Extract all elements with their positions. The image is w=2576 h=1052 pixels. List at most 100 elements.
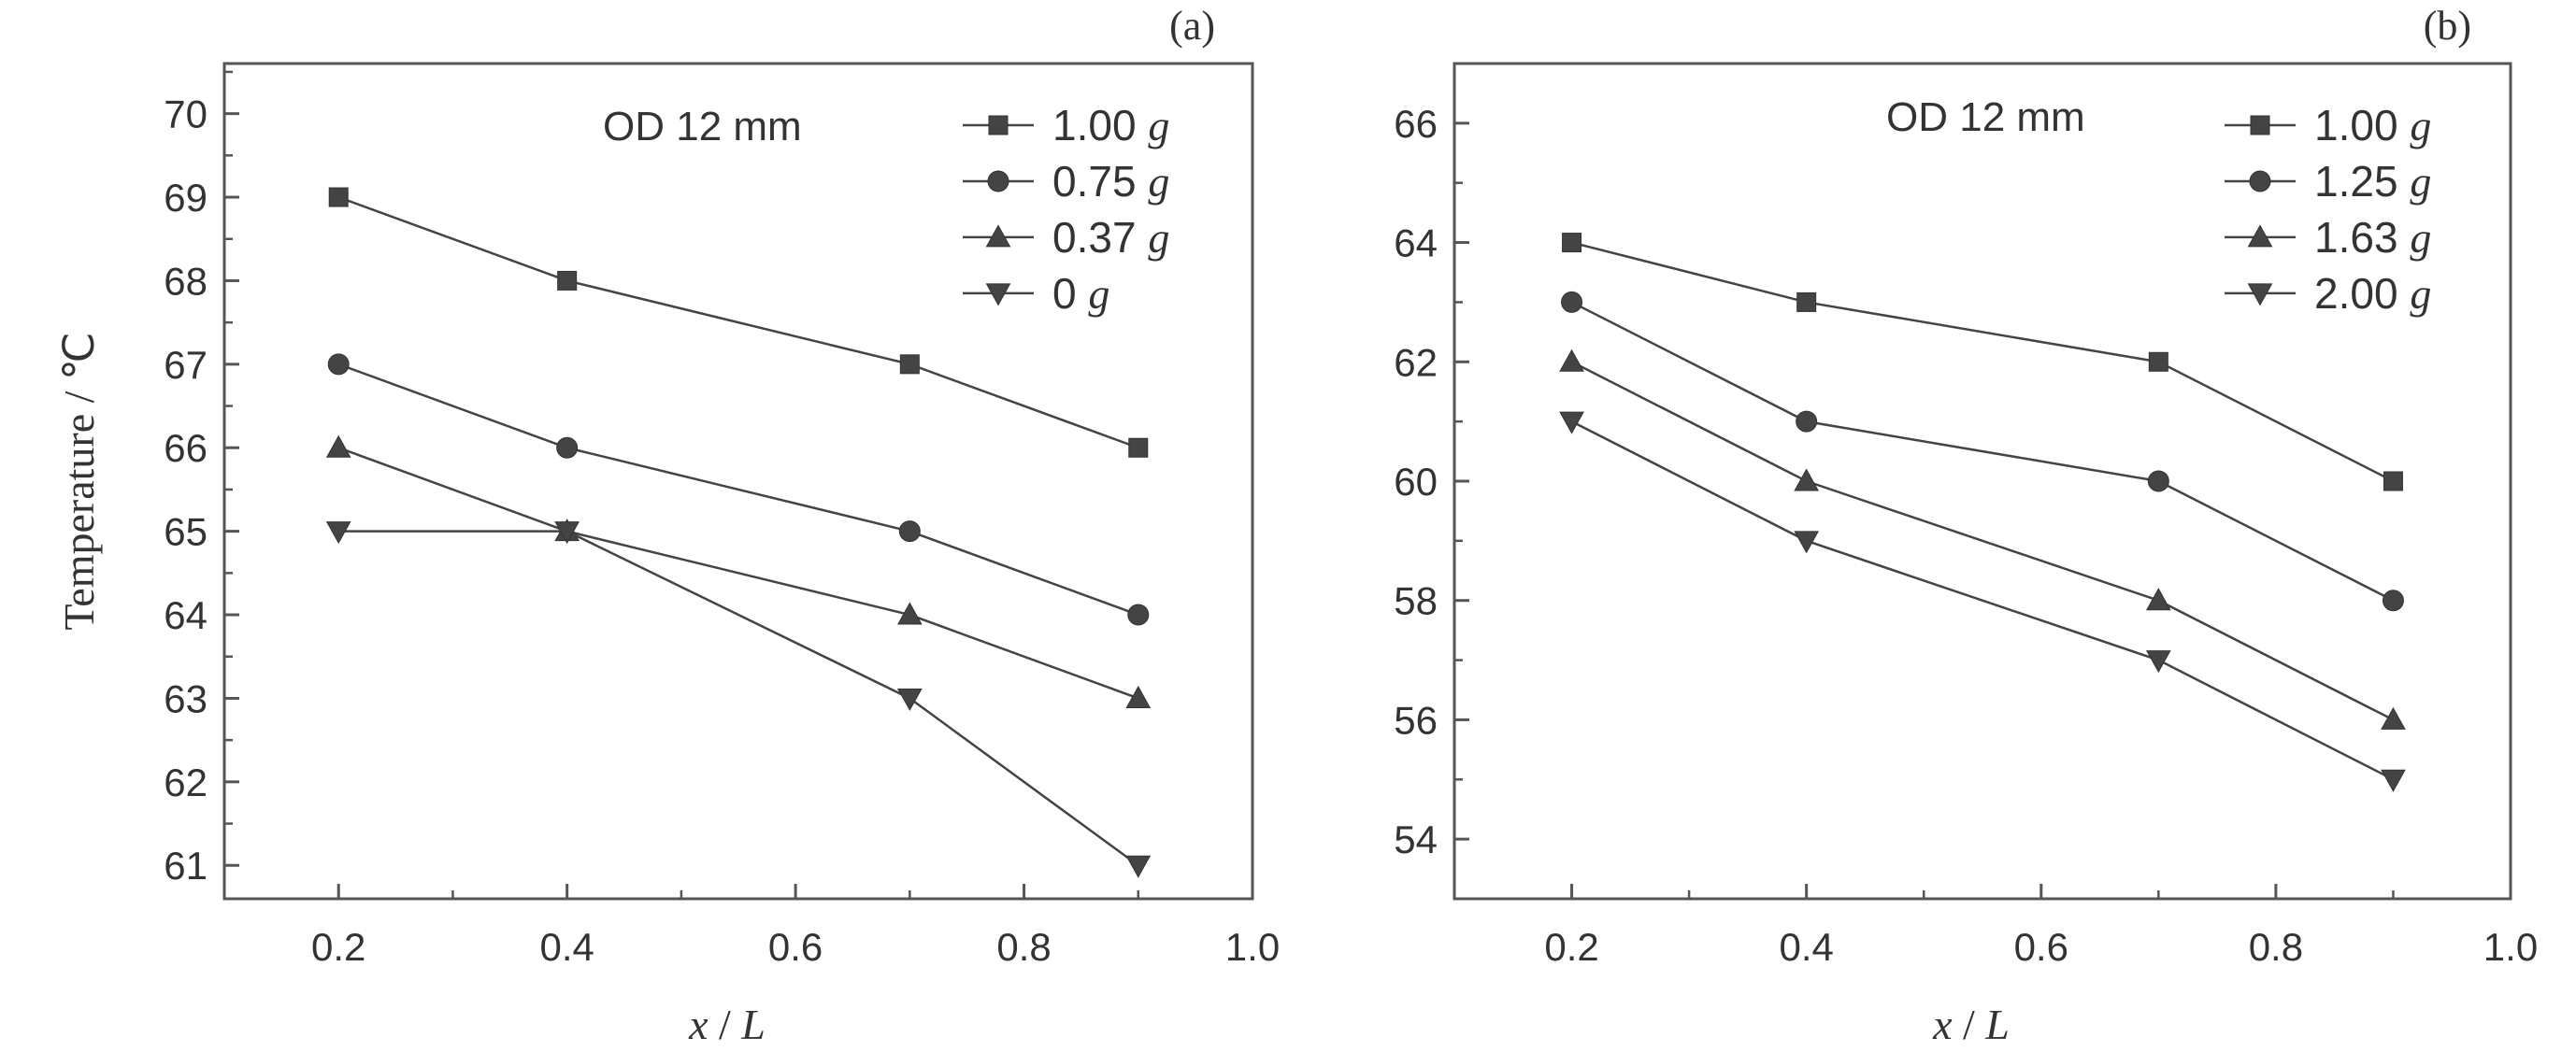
data-point [896,602,923,625]
data-point [898,520,921,543]
chart-panel-a: 0.2 0.4 0.6 0.8 1.0 61 62 63 64 65 66 67 68 69 70 x / L… [55,3,1280,1048]
data-point [896,688,923,711]
legend-marker [987,170,1009,192]
data-point [1128,437,1149,458]
legend-entry: 1.00 g [2314,101,2431,149]
y-tick-label: 69 [164,176,208,220]
annotation-od: OD 12 mm [1886,94,2085,140]
legend-marker [2250,115,2270,135]
series-line [337,363,1139,617]
data-point [1559,348,1584,372]
data-point [1794,531,1820,554]
x-tick-label: 0.8 [996,925,1051,969]
y-tick-label: 67 [164,343,208,387]
panel-label: (a) [1169,3,1215,49]
data-point [1125,685,1152,708]
data-point [2382,590,2404,612]
data-point [1559,411,1584,434]
series-2 [1559,348,2406,730]
y-tick-label: 63 [164,676,208,720]
y-tick-label: 56 [1394,698,1438,742]
series-0 [328,187,1149,458]
series-0 [1562,233,2403,491]
series-line [1571,241,2395,483]
series-line [1570,301,2395,602]
data-point [2145,650,2171,674]
data-point [554,521,580,545]
legend-entry: 0.75 g [1052,157,1169,206]
annotation-od: OD 12 mm [603,104,802,149]
data-point [557,270,578,291]
legend-entry: 1.25 g [2314,157,2431,206]
y-tick-label: 64 [164,593,208,637]
data-point [328,187,349,207]
legend-entry: 0 g [1052,269,1109,318]
legend: 1.00 g 1.25 g 1.63 g 2.00 g [2225,101,2431,318]
legend-entry: 1.63 g [2314,213,2431,262]
data-point [1127,604,1150,626]
y-tick-label: 61 [164,844,208,888]
series-line [337,195,1139,449]
legend-marker [2247,283,2273,306]
legend: 1.00 g 0.75 g 0.37 g 0 g [963,101,1169,318]
data-point [325,434,351,458]
y-tick-label: 54 [1394,817,1438,861]
series-3 [325,521,1152,878]
legend-marker [2247,224,2273,248]
panel-label: (b) [2424,3,2471,49]
legend-marker [985,224,1011,248]
y-tick-label: 58 [1394,579,1438,623]
x-axis-label: x / L [688,1001,766,1048]
data-point [899,354,920,375]
x-tick-label: 0.2 [311,925,365,969]
y-tick-label: 64 [1394,221,1438,265]
y-axis-label: Temperature / ℃ [55,332,103,630]
legend-marker [985,283,1011,306]
data-point [1562,233,1582,253]
data-point [2381,706,2406,730]
series-1 [327,353,1150,626]
series-line [1570,361,2395,721]
data-point [2147,470,2169,492]
legend-entry: 2.00 g [2314,269,2431,318]
data-point [1796,410,1818,433]
data-point [2148,351,2168,372]
y-tick-label: 70 [164,92,208,136]
data-point [327,353,350,376]
x-tick-label: 0.2 [1544,925,1598,969]
series-3 [1559,411,2406,792]
x-tick-label: 0.8 [2249,925,2303,969]
series-2 [325,434,1152,708]
legend-marker [2249,170,2271,192]
x-tick-label: 0.6 [768,925,823,969]
data-point [1125,855,1152,878]
series-1 [1561,291,2404,612]
x-tick-label: 1.0 [2483,925,2538,969]
x-tick-label: 0.4 [539,925,594,969]
plot-frame [222,62,1254,901]
data-point [1796,291,1817,312]
series-line [337,447,1139,700]
data-point [1794,468,1820,491]
y-tick-label: 66 [164,426,208,470]
data-point [2145,588,2171,611]
legend-marker [988,115,1009,135]
y-tick-label: 62 [164,761,208,804]
data-point [2381,769,2406,792]
chart-panel-b: 0.2 0.4 0.6 0.8 1.0 54 56 58 60 62 64 66 x / L (b) OD … [1394,3,2538,1048]
x-axis-label: x / L [1932,1001,2010,1048]
y-tick-label: 66 [1394,102,1438,146]
data-point [325,521,351,545]
y-tick-label: 68 [164,259,208,303]
legend-entry: 1.00 g [1052,101,1169,149]
y-tick-label: 62 [1394,340,1438,384]
series-line [1570,420,2395,781]
legend-entry: 0.37 g [1052,213,1169,262]
data-point [2383,471,2403,491]
x-tick-label: 0.4 [1779,925,1833,969]
x-tick-label: 1.0 [1225,925,1280,969]
y-tick-label: 60 [1394,460,1438,504]
y-tick-label: 65 [164,510,208,554]
data-point [1561,291,1583,313]
